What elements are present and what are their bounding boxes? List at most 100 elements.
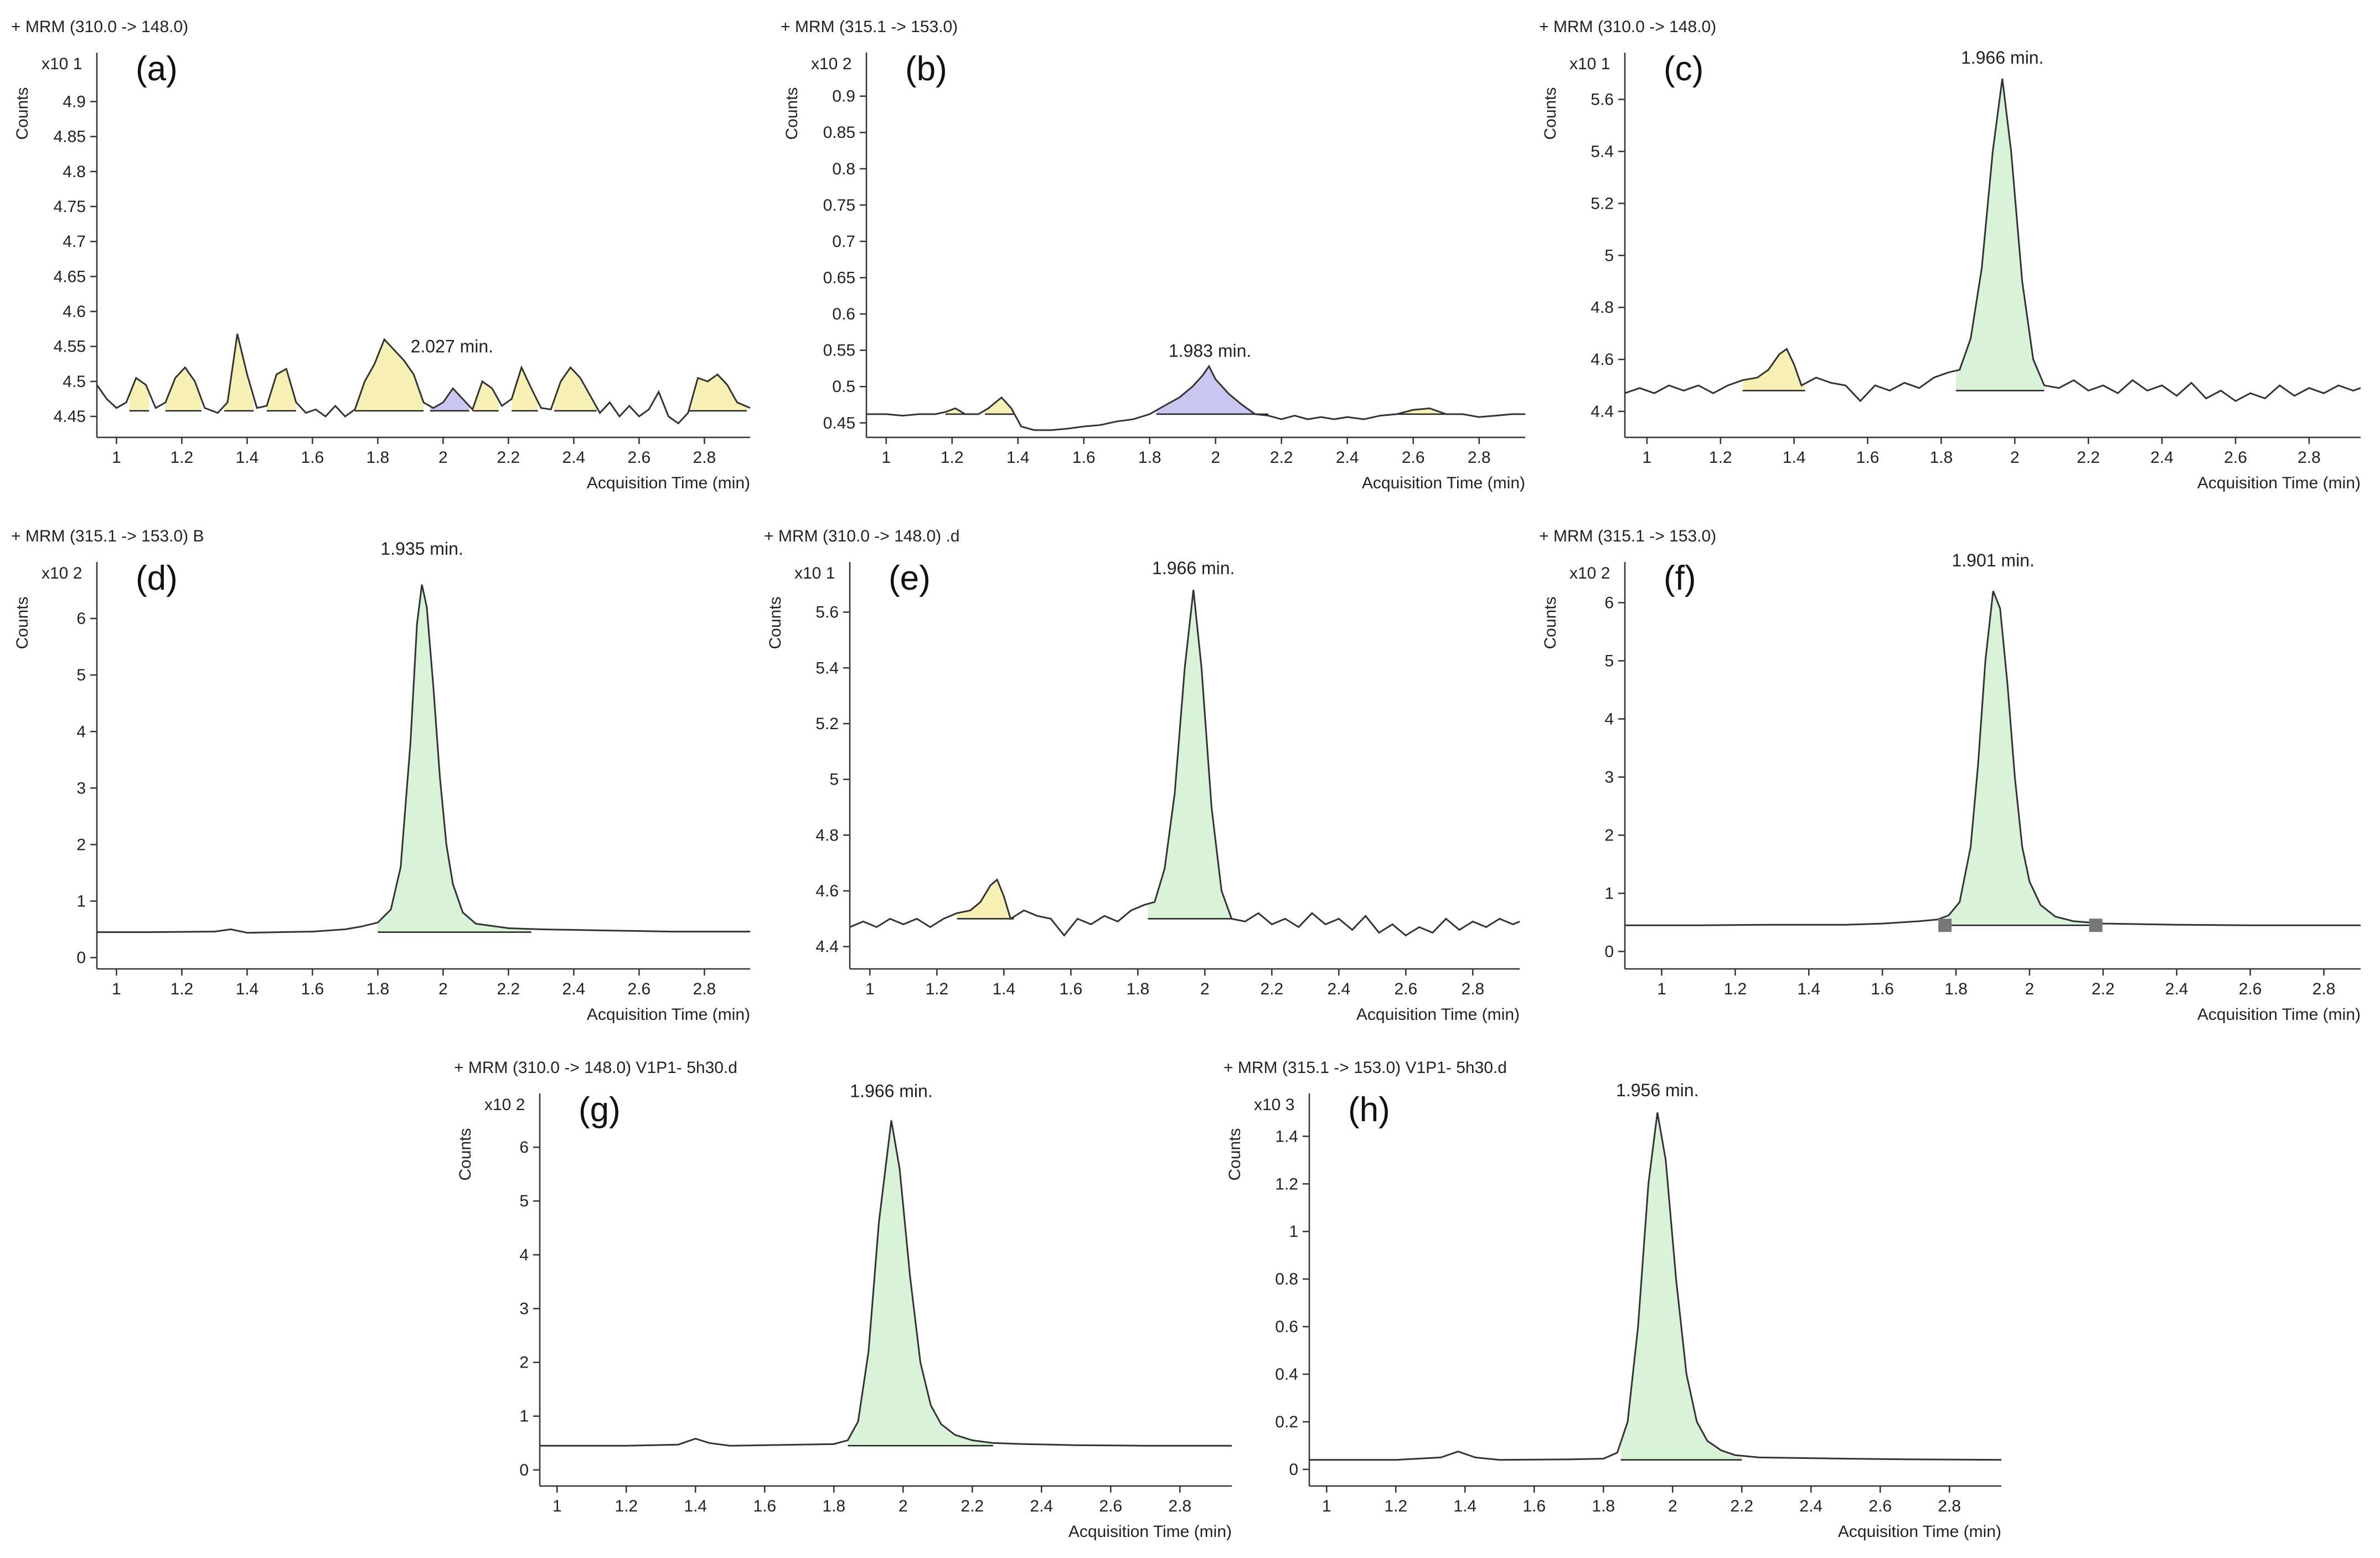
y-tick-label-f: 6 xyxy=(1604,594,1614,612)
x-tick-label-e: 1.2 xyxy=(925,980,948,998)
y-tick-label-a: 4.8 xyxy=(63,163,86,181)
panel-label-a: (a) xyxy=(136,50,178,88)
chart-header-a: + MRM (310.0 -> 148.0) xyxy=(11,18,188,36)
y-tick-label-a: 4.6 xyxy=(63,303,86,321)
peak-area-a-9 xyxy=(688,374,747,411)
peak-area-b-2 xyxy=(1156,366,1268,415)
x-tick-label-g: 1.8 xyxy=(822,1497,845,1515)
x-tick-label-b: 1.4 xyxy=(1006,448,1030,467)
y-tick-label-g: 1 xyxy=(519,1407,529,1426)
panel-label-h: (h) xyxy=(1348,1091,1390,1129)
peak-label-b: 1.983 min. xyxy=(1169,341,1251,360)
y-tick-label-g: 2 xyxy=(519,1354,529,1372)
chart-svg-e: + MRM (310.0 -> 148.0) .d (e) Counts x10 1 1… xyxy=(764,527,1520,1024)
chart-panel-a: + MRM (310.0 -> 148.0) (a) Counts x10 1 1 1.2… xyxy=(0,0,770,509)
x-tick-label-a: 1.8 xyxy=(366,448,390,467)
x-tick-label-c: 2.2 xyxy=(2077,448,2100,467)
chart-svg-g: + MRM (310.0 -> 148.0) V1P1- 5h30.d (g) Co… xyxy=(454,1059,1232,1541)
chart-header-g: + MRM (310.0 -> 148.0) V1P1- 5h30.d xyxy=(454,1059,737,1077)
chart-panel-c: + MRM (310.0 -> 148.0) (c) Counts x10 1 1 1.2… xyxy=(1528,0,2380,509)
x-tick-label-d: 2.6 xyxy=(628,980,651,998)
x-tick-label-e: 2.2 xyxy=(1260,980,1283,998)
peak-area-a-2 xyxy=(224,333,254,411)
y-tick-label-d: 0 xyxy=(76,949,86,967)
y-tick-label-g: 0 xyxy=(519,1461,529,1479)
y-tick-label-c: 4.4 xyxy=(1591,403,1614,421)
x-axis-title-f: Acquisition Time (min) xyxy=(2197,1005,2361,1024)
x-tick-label-c: 1.6 xyxy=(1856,448,1880,467)
y-multiplier-b: x10 2 xyxy=(811,55,851,73)
peak-area-a-4 xyxy=(355,339,424,411)
x-tick-label-d: 2 xyxy=(438,980,448,998)
x-tick-label-h: 1.4 xyxy=(1453,1497,1476,1515)
chromatogram-trace-h xyxy=(1309,1112,2002,1461)
x-tick-label-h: 1 xyxy=(1322,1497,1331,1515)
x-tick-label-h: 2.8 xyxy=(1938,1497,1961,1515)
x-tick-label-a: 2 xyxy=(438,448,448,467)
y-tick-label-b: 0.45 xyxy=(823,414,855,432)
y-tick-label-h: 0 xyxy=(1289,1461,1298,1479)
chart-panel-f: + MRM (315.1 -> 153.0) (f) Counts x10 2 1 1.2… xyxy=(1528,509,2380,1041)
chart-header-e: + MRM (310.0 -> 148.0) .d xyxy=(764,527,960,545)
y-tick-label-b: 0.9 xyxy=(832,87,855,106)
x-tick-label-f: 2 xyxy=(2025,980,2035,998)
y-multiplier-g: x10 2 xyxy=(484,1096,525,1114)
y-tick-label-g: 5 xyxy=(519,1192,529,1210)
x-tick-label-b: 2 xyxy=(1211,448,1220,467)
y-tick-label-f: 3 xyxy=(1604,768,1614,787)
x-tick-label-a: 1.6 xyxy=(301,448,324,467)
chart-panel-h: + MRM (315.1 -> 153.0) V1P1- 5h30.d (h) Co… xyxy=(1212,1041,2021,1558)
chromatogram-trace-a xyxy=(96,333,751,425)
y-tick-label-b: 0.55 xyxy=(823,342,855,360)
y-counts-label-c: Counts xyxy=(1541,87,1560,140)
y-tick-label-g: 3 xyxy=(519,1299,529,1318)
chart-panel-d: + MRM (315.1 -> 153.0) B (d) Counts x10 2 1 1… xyxy=(0,509,770,1041)
x-tick-label-c: 1.2 xyxy=(1709,448,1732,467)
y-counts-label-a: Counts xyxy=(13,87,32,140)
peak-area-a-0 xyxy=(130,378,149,411)
x-tick-label-f: 2.6 xyxy=(2239,980,2262,998)
x-tick-label-h: 1.6 xyxy=(1522,1497,1546,1515)
y-tick-label-b: 0.6 xyxy=(832,305,855,323)
y-tick-label-h: 1 xyxy=(1289,1222,1298,1241)
y-tick-label-h: 0.8 xyxy=(1275,1270,1298,1288)
x-tick-label-e: 2.6 xyxy=(1394,980,1417,998)
y-counts-label-f: Counts xyxy=(1541,596,1560,649)
y-tick-label-c: 4.8 xyxy=(1591,298,1614,317)
x-tick-label-g: 1 xyxy=(553,1497,562,1515)
y-counts-label-e: Counts xyxy=(766,596,784,649)
x-tick-label-h: 2.4 xyxy=(1799,1497,1823,1515)
y-tick-label-d: 5 xyxy=(76,666,86,684)
chart-svg-c: + MRM (310.0 -> 148.0) (c) Counts x10 1 1 1.2… xyxy=(1539,18,2361,492)
y-multiplier-a: x10 1 xyxy=(42,55,82,73)
y-tick-label-c: 4.6 xyxy=(1591,350,1614,369)
panel-label-d: (d) xyxy=(136,559,178,597)
peak-area-a-8 xyxy=(554,367,597,411)
x-tick-label-d: 1 xyxy=(112,980,121,998)
peak-label-e: 1.966 min. xyxy=(1152,558,1235,578)
y-tick-label-c: 5.4 xyxy=(1591,142,1614,161)
peak-area-c-0 xyxy=(1742,349,1805,391)
chromatogram-trace-b xyxy=(866,364,1525,431)
x-tick-label-d: 1.6 xyxy=(301,980,324,998)
chart-header-f: + MRM (315.1 -> 153.0) xyxy=(1539,527,1716,545)
y-tick-label-h: 1.4 xyxy=(1275,1127,1298,1146)
x-tick-label-f: 1.4 xyxy=(1797,980,1820,998)
x-tick-label-g: 1.4 xyxy=(684,1497,707,1515)
y-tick-label-f: 5 xyxy=(1604,652,1614,670)
y-tick-label-a: 4.5 xyxy=(63,373,86,391)
x-tick-label-d: 2.4 xyxy=(562,980,586,998)
peak-area-b-1 xyxy=(985,397,1015,415)
y-tick-label-c: 5.6 xyxy=(1591,91,1614,109)
x-tick-label-d: 1.4 xyxy=(236,980,259,998)
x-tick-label-b: 1.6 xyxy=(1072,448,1096,467)
x-tick-label-f: 1 xyxy=(1657,980,1666,998)
x-tick-label-h: 2.6 xyxy=(1868,1497,1892,1515)
peak-area-g-0 xyxy=(848,1120,993,1446)
x-tick-label-b: 2.8 xyxy=(1468,448,1491,467)
x-axis-title-e: Acquisition Time (min) xyxy=(1356,1005,1520,1024)
x-tick-label-a: 2.4 xyxy=(562,448,586,467)
x-tick-label-f: 2.8 xyxy=(2312,980,2336,998)
y-tick-label-d: 6 xyxy=(76,610,86,628)
y-tick-label-e: 4.8 xyxy=(815,826,839,844)
